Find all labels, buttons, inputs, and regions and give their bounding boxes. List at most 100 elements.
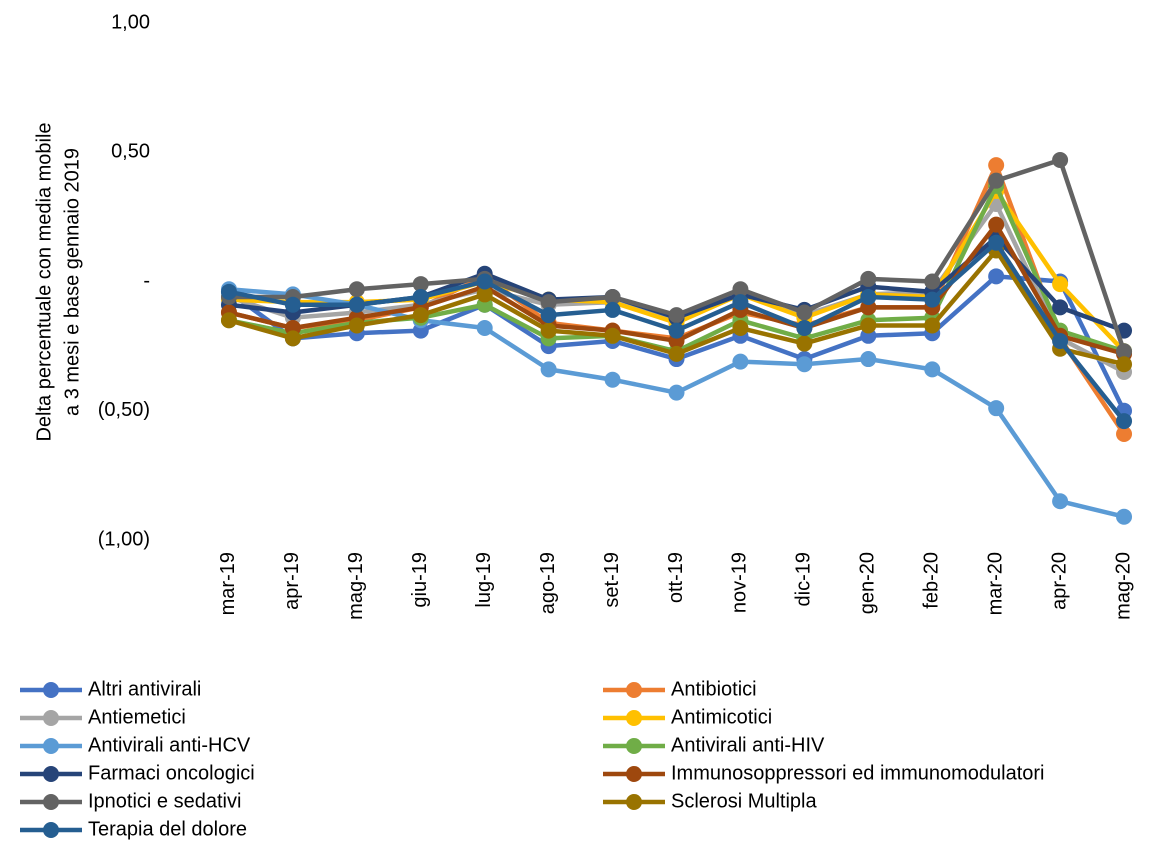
data-point (732, 353, 749, 370)
data-point (604, 327, 621, 344)
x-tick: set-19 (601, 552, 623, 608)
x-tick-label: nov-19 (729, 552, 751, 613)
legend-marker (626, 794, 642, 810)
legend-label: Antibiotici (671, 678, 757, 700)
legend-marker (626, 738, 642, 754)
legend-label: Altri antivirali (88, 678, 201, 700)
data-point (1052, 299, 1069, 316)
x-tick-label: dic-19 (793, 552, 815, 606)
data-point (604, 301, 621, 318)
x-tick: lug-19 (473, 552, 495, 608)
data-point (1052, 332, 1069, 349)
x-tick-label: lug-19 (473, 552, 495, 608)
y-tick-label: (1,00) (98, 528, 150, 550)
data-point (220, 283, 237, 300)
x-tick: mar-19 (217, 552, 239, 615)
data-point (988, 268, 1005, 285)
legend-label: Immunosoppressori ed immunomodulatori (671, 762, 1045, 784)
x-tick-label: giu-19 (409, 552, 431, 608)
data-point (540, 322, 557, 339)
legend-marker (43, 738, 59, 754)
data-point (860, 270, 877, 287)
x-tick-label: apr-20 (1048, 552, 1070, 610)
data-point (348, 281, 365, 298)
x-tick: mag-20 (1112, 552, 1134, 620)
data-point (796, 320, 813, 337)
data-point (988, 157, 1005, 174)
data-point (284, 296, 301, 313)
x-tick: gen-20 (857, 552, 879, 614)
data-point (476, 286, 493, 303)
x-tick-label: gen-20 (857, 552, 879, 614)
data-point (1116, 356, 1133, 373)
legend-label: Sclerosi Multipla (671, 790, 817, 812)
data-point (476, 273, 493, 290)
x-tick-label: feb-20 (921, 552, 943, 609)
data-point (1116, 508, 1133, 525)
legend-marker (626, 710, 642, 726)
x-tick-label: set-19 (601, 552, 623, 608)
data-point (220, 312, 237, 329)
legend-marker (626, 766, 642, 782)
data-point (348, 296, 365, 313)
data-point (412, 289, 429, 306)
data-point (1116, 343, 1133, 360)
data-point (988, 400, 1005, 417)
legend-marker (43, 682, 59, 698)
data-point (796, 335, 813, 352)
legend-label: Terapia del dolore (88, 818, 247, 840)
x-tick: nov-19 (729, 552, 751, 613)
data-point (668, 322, 685, 339)
y-tick-label: 1,00 (111, 11, 150, 33)
x-tick: apr-19 (281, 552, 303, 610)
data-point (348, 317, 365, 334)
y-tick-label: - (143, 270, 150, 292)
data-point (412, 307, 429, 324)
x-tick-label: mag-20 (1112, 552, 1134, 620)
legend-marker (626, 682, 642, 698)
x-tick-label: mar-19 (217, 552, 239, 615)
x-tick: apr-20 (1048, 552, 1070, 610)
x-tick-label: ago-19 (537, 552, 559, 614)
data-point (732, 281, 749, 298)
data-point (668, 345, 685, 362)
x-tick: ott-19 (665, 552, 687, 603)
x-tick: giu-19 (409, 552, 431, 608)
x-tick-label: apr-19 (281, 552, 303, 610)
data-point (860, 317, 877, 334)
y-axis-title-line: a 3 mesi e base gennaio 2019 (61, 148, 83, 416)
data-point (924, 317, 941, 334)
data-point (732, 294, 749, 311)
legend-marker (43, 822, 59, 838)
data-point (860, 289, 877, 306)
legend-marker (43, 794, 59, 810)
data-point (796, 356, 813, 373)
legend-label: Farmaci oncologici (88, 762, 255, 784)
legend-marker (43, 766, 59, 782)
data-point (668, 307, 685, 324)
y-tick-label: 0,50 (111, 141, 150, 163)
x-tick-label: mar-20 (984, 552, 1006, 615)
legend-label: Antimicotici (671, 706, 772, 728)
legend-label: Antivirali anti-HCV (88, 734, 251, 756)
data-point (540, 307, 557, 324)
y-axis-title: Delta percentuale con media mobile a 3 m… (33, 122, 83, 441)
data-point (540, 361, 557, 378)
legend-label: Ipnotici e sedativi (88, 790, 241, 812)
x-tick: dic-19 (793, 552, 815, 606)
legend-label: Antiemetici (88, 706, 186, 728)
data-point (924, 361, 941, 378)
x-tick: feb-20 (921, 552, 943, 609)
data-point (988, 216, 1005, 233)
data-point (924, 273, 941, 290)
data-point (412, 276, 429, 293)
data-point (732, 320, 749, 337)
data-point (924, 291, 941, 308)
data-point (1052, 276, 1069, 293)
data-point (540, 294, 557, 311)
y-tick-label: (0,50) (98, 399, 150, 421)
y-axis-title-line: Delta percentuale con media mobile (33, 122, 55, 441)
data-point (604, 371, 621, 388)
x-tick: mag-19 (345, 552, 367, 620)
